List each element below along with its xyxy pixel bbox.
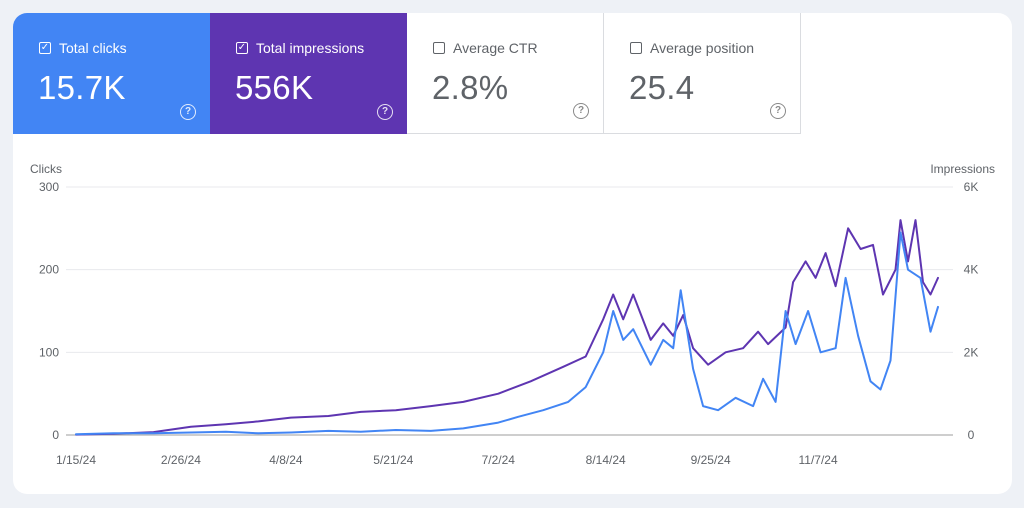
metric-value: 25.4 (629, 69, 695, 106)
help-circle-icon[interactable]: ? (770, 103, 786, 119)
x-tick-label: 11/7/24 (798, 453, 837, 467)
metric-label: Average CTR (453, 40, 538, 56)
metric-total-impressions[interactable]: ✓ Total impressions 556K ? (210, 13, 407, 134)
y-tick-label-right: 0 (968, 428, 975, 442)
help-circle-icon[interactable]: ? (377, 104, 393, 120)
y-tick-label-left: 200 (39, 263, 59, 277)
x-tick-label: 1/15/24 (56, 453, 96, 467)
metric-header: Average position (630, 40, 754, 56)
x-tick-label: 7/2/24 (482, 453, 516, 467)
y-tick-label-right: 4K (964, 263, 979, 277)
metric-cards: ✓ Total clicks 15.7K ? ✓ Total impressio… (13, 13, 802, 134)
y-tick-label-right: 2K (964, 345, 979, 359)
y-tick-label-left: 100 (39, 345, 59, 359)
metric-average-ctr[interactable]: Average CTR 2.8% ? (407, 13, 604, 134)
metric-label: Total impressions (256, 40, 365, 56)
performance-chart: Clicks Impressions 0 100 200 300 0 2K 4K 6K 1/15/2… (30, 162, 995, 467)
x-tick-label: 5/21/24 (373, 453, 413, 467)
metric-value: 15.7K (38, 69, 126, 106)
metric-label: Total clicks (59, 40, 127, 56)
checkbox-checked-icon[interactable]: ✓ (39, 42, 51, 54)
performance-card: ✓ Total clicks 15.7K ? ✓ Total impressio… (13, 13, 1012, 494)
help-circle-icon[interactable]: ? (180, 104, 196, 120)
y-tick-label-left: 300 (39, 180, 59, 194)
metric-value: 556K (235, 69, 314, 106)
metric-value: 2.8% (432, 69, 509, 106)
x-tick-label: 9/25/24 (691, 453, 731, 467)
y-tick-label-right: 6K (964, 180, 979, 194)
checkbox-unchecked-icon[interactable] (630, 42, 642, 54)
x-tick-label: 8/14/24 (586, 453, 626, 467)
x-tick-label: 2/26/24 (161, 453, 201, 467)
checkbox-unchecked-icon[interactable] (433, 42, 445, 54)
y-tick-label-left: 0 (52, 428, 59, 442)
metric-header: Average CTR (433, 40, 538, 56)
checkbox-checked-icon[interactable]: ✓ (236, 42, 248, 54)
x-tick-label: 4/8/24 (269, 453, 303, 467)
metric-average-position[interactable]: Average position 25.4 ? (604, 13, 801, 134)
metric-header: ✓ Total impressions (236, 40, 364, 56)
metric-label: Average position (650, 40, 755, 56)
y-axis-right-title: Impressions (930, 162, 995, 176)
series-line-clicks (75, 231, 939, 436)
y-axis-left-title: Clicks (30, 162, 62, 176)
help-circle-icon[interactable]: ? (573, 103, 589, 119)
series-line-impressions (75, 219, 939, 436)
metric-header: ✓ Total clicks (39, 40, 127, 56)
metric-total-clicks[interactable]: ✓ Total clicks 15.7K ? (13, 13, 210, 134)
